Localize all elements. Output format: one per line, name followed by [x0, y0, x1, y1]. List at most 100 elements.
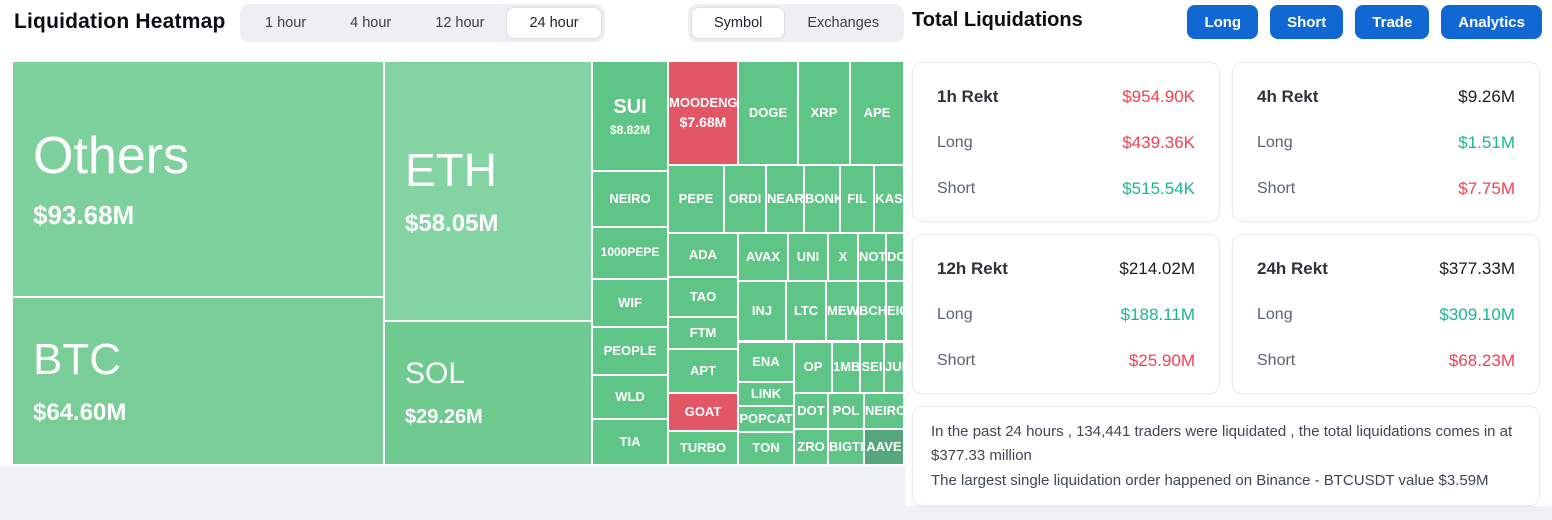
tile-symbol: FIL	[847, 190, 867, 206]
tile-symbol: ORDI	[728, 190, 762, 206]
page-title: Liquidation Heatmap	[14, 10, 226, 33]
tile-symbol: POPCAT	[739, 410, 793, 426]
treemap-tile-eth[interactable]: ETH $58.05M	[385, 62, 591, 320]
tab-exchanges[interactable]: Exchanges	[807, 15, 880, 31]
treemap-tile-moodeng[interactable]: MOODENG $7.68M	[669, 62, 737, 164]
tile-value: $29.26M	[405, 405, 483, 428]
treemap-tile-wif[interactable]: WIF	[593, 280, 667, 326]
treemap-tile-btc[interactable]: BTC $64.60M	[13, 298, 383, 464]
tile-symbol: NEIRO	[609, 190, 651, 206]
period-label: 1h Rekt	[937, 87, 999, 106]
treemap-tile-aave[interactable]: AAVE	[865, 430, 903, 464]
long-value: $1.51M	[1458, 133, 1515, 152]
treemap-tile-not[interactable]: NOT	[859, 234, 885, 280]
treemap-tile-sui[interactable]: SUI $8.82M	[593, 62, 667, 170]
short-value: $7.75M	[1458, 179, 1515, 198]
tab-1-hour[interactable]: 1 hour	[265, 15, 307, 31]
trade-button[interactable]: Trade	[1355, 5, 1430, 39]
tile-symbol: 1MB	[833, 359, 859, 375]
tile-symbol: DOGS	[887, 248, 903, 264]
treemap-tile-avax[interactable]: AVAX	[739, 234, 787, 280]
tile-symbol: APT	[690, 362, 716, 378]
treemap-tile-near[interactable]: NEAR	[767, 166, 803, 232]
tile-symbol: NEIRO	[865, 402, 903, 418]
treemap-tile-1mb[interactable]: 1MB	[833, 343, 859, 392]
tile-symbol: TAO	[689, 288, 717, 304]
treemap-tile-sei[interactable]: SEI	[861, 343, 883, 392]
treemap-tile-x[interactable]: X	[829, 234, 857, 280]
treemap-tile-tia[interactable]: TIA	[593, 420, 667, 464]
stats-card-24h: 24h Rekt $377.33M Long $309.10M Short $6…	[1232, 234, 1540, 394]
treemap-tile-ltc[interactable]: LTC	[787, 282, 825, 340]
tab-24-hour[interactable]: 24 hour	[506, 7, 602, 39]
treemap-tile-jup[interactable]: JUP	[885, 343, 903, 392]
period-label: 24h Rekt	[1257, 259, 1328, 278]
treemap-tile-ena[interactable]: ENA	[739, 343, 793, 381]
treemap-tile-1000pepe[interactable]: 1000PEPE	[593, 228, 667, 278]
tab-4-hour[interactable]: 4 hour	[350, 15, 392, 31]
treemap-tile-kas[interactable]: KAS	[875, 166, 903, 232]
tile-value: $64.60M	[33, 399, 127, 427]
treemap-tile-tao[interactable]: TAO	[669, 278, 737, 316]
treemap-tile-turbo[interactable]: TURBO	[669, 432, 737, 464]
treemap-tile-neiro[interactable]: NEIRO	[593, 172, 667, 226]
long-button[interactable]: Long	[1187, 5, 1259, 39]
treemap-tile-ftm[interactable]: FTM	[669, 318, 737, 348]
total-value: $954.90K	[1122, 87, 1195, 106]
tile-symbol: LTC	[793, 302, 819, 318]
short-label: Short	[937, 180, 976, 197]
tile-symbol: KAS	[875, 190, 903, 206]
treemap-tile-popcat[interactable]: POPCAT	[739, 407, 793, 431]
treemap-tile-inj[interactable]: INJ	[739, 282, 785, 340]
liquidation-treemap: Others $93.68M BTC $64.60M ETH $58.05M SOL $29.…	[13, 62, 903, 464]
total-liquidations-title: Total Liquidations	[912, 9, 1083, 31]
treemap-tile-people[interactable]: PEOPLE	[593, 328, 667, 374]
treemap-tile-ordi[interactable]: ORDI	[725, 166, 765, 232]
tile-value: $8.82M	[609, 122, 651, 137]
treemap-tile-sol[interactable]: SOL $29.26M	[385, 322, 591, 464]
treemap-tile-neiro[interactable]: NEIRO	[865, 394, 903, 428]
treemap-tile-eigen[interactable]: EIGEN	[887, 282, 903, 340]
tab-symbol[interactable]: Symbol	[691, 7, 786, 39]
tile-symbol: UNI	[796, 248, 820, 264]
analytics-button[interactable]: Analytics	[1441, 5, 1542, 39]
treemap-tile-uni[interactable]: UNI	[789, 234, 827, 280]
tile-symbol: PEPE	[678, 190, 714, 206]
treemap-tile-others[interactable]: Others $93.68M	[13, 62, 383, 296]
treemap-tile-dogs[interactable]: DOGS	[887, 234, 903, 280]
treemap-tile-ada[interactable]: ADA	[669, 234, 737, 276]
long-value: $309.10M	[1439, 305, 1515, 324]
tile-symbol: MOODENG	[669, 94, 737, 110]
tab-12-hour[interactable]: 12 hour	[435, 15, 485, 31]
treemap-tile-apt[interactable]: APT	[669, 350, 737, 392]
treemap-tile-bonk[interactable]: BONK	[805, 166, 839, 232]
treemap-tile-link[interactable]: LINK	[739, 383, 793, 405]
treemap-tile-pepe[interactable]: PEPE	[669, 166, 723, 232]
tile-symbol: Others	[33, 126, 190, 185]
treemap-tile-wld[interactable]: WLD	[593, 376, 667, 418]
treemap-tile-doge[interactable]: DOGE	[739, 62, 797, 164]
treemap-tile-op[interactable]: OP	[795, 343, 831, 392]
treemap-tile-fil[interactable]: FIL	[841, 166, 873, 232]
treemap-tile-xrp[interactable]: XRP	[799, 62, 849, 164]
long-label: Long	[1257, 134, 1293, 151]
treemap-tile-zro[interactable]: ZRO	[795, 430, 827, 464]
long-value: $188.11M	[1120, 305, 1195, 324]
stats-card-12h: 12h Rekt $214.02M Long $188.11M Short $2…	[912, 234, 1220, 394]
treemap-tile-bch[interactable]: BCH	[859, 282, 885, 340]
treemap-tile-bigtime[interactable]: BIGTIME	[829, 430, 863, 464]
treemap-tile-ape[interactable]: APE	[851, 62, 903, 164]
short-label: Short	[1257, 180, 1296, 197]
tile-symbol: ENA	[752, 353, 780, 369]
short-button[interactable]: Short	[1270, 5, 1344, 39]
treemap-tile-mew[interactable]: MEW	[827, 282, 857, 340]
short-value: $68.23M	[1448, 351, 1515, 370]
short-label: Short	[937, 352, 976, 369]
treemap-tile-ton[interactable]: TON	[739, 433, 793, 464]
tile-symbol: SEI	[861, 359, 883, 375]
treemap-tile-goat[interactable]: GOAT	[669, 394, 737, 430]
treemap-tile-pol[interactable]: POL	[829, 394, 863, 428]
treemap-tile-dot[interactable]: DOT	[795, 394, 827, 428]
tile-symbol: PEOPLE	[603, 342, 657, 358]
tile-symbol: AAVE	[866, 438, 902, 454]
